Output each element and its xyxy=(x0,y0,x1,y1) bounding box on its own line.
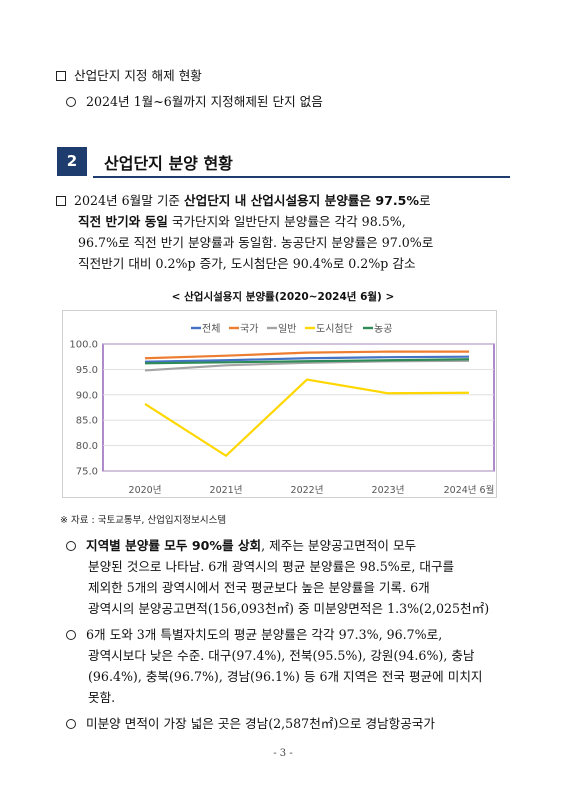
b2-bold: 지역별 분양률 모두 90%를 상회 xyxy=(86,538,262,553)
series-line-도시첨단 xyxy=(144,378,470,457)
b2-line1: , 제주는 분양공고면적이 모두 xyxy=(261,538,417,553)
circle-bullet-icon xyxy=(66,630,76,640)
x-tick-label: 2023년 xyxy=(372,485,405,496)
series-line-일반 xyxy=(144,359,470,372)
y-tick-label: 80.0 xyxy=(76,441,98,452)
series-line-국가 xyxy=(144,350,469,360)
para-line3: 96.7%로 직전 반기 분양률과 동일함. 농공단지 분양률은 97.0%로 xyxy=(78,235,434,250)
bullet-text: 2024년 1월~6월까지 지정해제된 단지 없음 xyxy=(86,94,323,109)
circle-bullet-icon xyxy=(66,719,76,729)
circle-bullet-icon xyxy=(66,97,76,107)
b3-line1: 6개 도와 3개 특별자치도의 평균 분양률은 각각 97.3%, 96.7%로… xyxy=(86,627,443,642)
series-line-농공 xyxy=(144,358,470,365)
circle-bullet-icon xyxy=(66,541,76,551)
x-tick-label: 2024년 6월 xyxy=(444,484,495,496)
para-line1c: 로 xyxy=(419,193,431,208)
series-line-전체 xyxy=(144,355,470,363)
y-tick-label: 75.0 xyxy=(76,467,98,478)
section-title: 산업단지 분양 현황 xyxy=(104,154,233,173)
x-tick-label: 2020년 xyxy=(129,485,162,496)
bullet2: 지역별 분양률 모두 90%를 상회, 제주는 분양공고면적이 모두 분양된 것… xyxy=(66,537,489,618)
para-line2-bold: 직전 반기와 동일 xyxy=(78,214,168,229)
y-tick-label: 95.0 xyxy=(76,365,98,376)
b3-line2: 광역시보다 낮은 수준. 대구(97.4%), 전북(95.5%), 강원(94… xyxy=(88,648,475,663)
x-tick-label: 2021년 xyxy=(210,485,243,496)
para-line1a: 2024년 6월말 기준 xyxy=(74,193,185,208)
x-tick-label: 2022년 xyxy=(291,485,324,496)
y-tick-label: 90.0 xyxy=(76,390,98,401)
line-chart: 100.0 95.0 90.0 85.0 80.0 75.0 2020년 2021년 2022년… xyxy=(69,323,495,496)
legend-entry: 도시첨단 xyxy=(316,323,353,335)
para-line2: 국가단지와 일반단지 분양률은 각각 98.5%, xyxy=(167,214,406,229)
source-note: ※ 자료 : 국토교통부, 산업입지정보시스템 xyxy=(60,515,227,526)
chart-title: < 산업시설용지 분양률(2020~2024년 6월) > xyxy=(171,291,395,303)
legend-entry: 일반 xyxy=(278,323,296,335)
y-tick-label: 100.0 xyxy=(69,340,98,351)
para-line4: 직전반기 대비 0.2%p 증가, 도시첨단은 90.4%로 0.2%p 감소 xyxy=(78,256,416,271)
heading-text: 산업단지 지정 해제 현황 xyxy=(74,68,202,83)
bullet-row: 2024년 1월~6월까지 지정해제된 단지 없음 xyxy=(66,93,323,111)
section-number: 2 xyxy=(57,147,87,176)
para-line1-bold: 산업단지 내 산업시설용지 분양률은 97.5% xyxy=(184,193,420,208)
heading-row: 산업단지 지정 해제 현황 xyxy=(56,67,202,85)
b2-line4: 광역시의 분양공고면적(156,093천㎡) 중 미분양면적은 1.3%(2,0… xyxy=(88,601,490,616)
b2-line3: 제외한 5개의 광역시에서 전국 평균보다 높은 분양률을 기록. 6개 xyxy=(88,580,430,595)
legend-entry: 국가 xyxy=(240,323,258,335)
b2-line2: 분양된 것으로 나타남. 6개 광역시의 평균 분양률은 98.5%로, 대구를 xyxy=(88,559,455,574)
legend-entry: 전체 xyxy=(202,323,220,335)
section-underline xyxy=(93,176,510,178)
b3-line4: 못함. xyxy=(88,690,116,705)
bullet3: 6개 도와 3개 특별자치도의 평균 분양률은 각각 97.3%, 96.7%로… xyxy=(66,626,483,707)
checkbox-square-icon xyxy=(56,196,66,206)
checkbox-square-icon xyxy=(56,71,66,81)
b3-line3: (96.4%), 충북(96.7%), 경남(96.1%) 등 6개 지역은 전… xyxy=(88,669,483,684)
y-tick-label: 85.0 xyxy=(76,416,98,427)
page-number: - 3 - xyxy=(273,748,293,759)
bullet4: 미분양 면적이 가장 넓은 곳은 경남(2,587천㎡)으로 경남항공국가 xyxy=(66,715,435,733)
b4-line1: 미분양 면적이 가장 넓은 곳은 경남(2,587천㎡)으로 경남항공국가 xyxy=(86,716,435,731)
chart-container: 100.0 95.0 90.0 85.0 80.0 75.0 2020년 2021년 2022년… xyxy=(62,310,497,498)
legend-entry: 농공 xyxy=(374,323,392,335)
paragraph: 2024년 6월말 기준 산업단지 내 산업시설용지 분양률은 97.5%로 직… xyxy=(56,192,433,273)
